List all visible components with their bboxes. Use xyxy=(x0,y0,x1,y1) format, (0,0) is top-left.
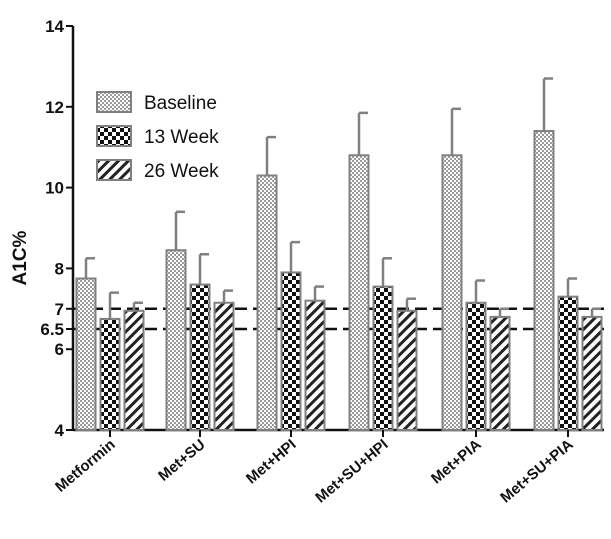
x-tick-label: Met+SU+HPI xyxy=(312,436,391,506)
y-tick-label: 14 xyxy=(45,17,64,36)
x-tick-label: Met+PIA xyxy=(428,436,485,487)
y-tick-label: 12 xyxy=(45,98,64,117)
bar-hatch xyxy=(123,309,145,432)
bar-dots xyxy=(441,154,463,431)
y-tick-label: 6 xyxy=(55,340,64,359)
bar-dots xyxy=(75,277,97,431)
x-tick-label: Met+SU xyxy=(155,436,208,485)
x-tick-label: Metformin xyxy=(52,436,118,496)
legend-label: 13 Week xyxy=(144,127,219,148)
y-tick-label: 4 xyxy=(55,421,65,440)
bar-checker xyxy=(465,301,487,431)
bar-dots xyxy=(533,130,555,431)
legend-swatch-hatch xyxy=(96,159,132,181)
bar-checker xyxy=(189,283,211,431)
y-tick-label: 8 xyxy=(55,259,64,278)
bar-checker xyxy=(280,271,302,431)
bar-checker xyxy=(99,317,121,431)
reference-lines xyxy=(73,307,604,331)
bar-hatch xyxy=(396,309,418,432)
axes: 4 66.57 8 10 12 14 xyxy=(40,17,604,440)
bar-hatch xyxy=(489,315,511,432)
legend-label: 26 Week xyxy=(144,161,219,182)
y-axis-title: A1C% xyxy=(10,230,31,285)
y-tick-label: 10 xyxy=(45,179,64,198)
x-tick-label: Met+SU+PIA xyxy=(497,436,576,506)
category-labels: Metformin Met+SU Met+HPI Met+SU+HPI Met+PIA M… xyxy=(52,430,577,506)
bar-checker xyxy=(557,295,579,431)
bar-dots xyxy=(165,249,187,431)
bar-dots xyxy=(256,174,278,431)
y-tick-label: 6.5 xyxy=(40,320,64,339)
y-tick-label: 7 xyxy=(55,300,64,319)
bar-hatch xyxy=(581,315,603,432)
legend-swatch-dots xyxy=(96,91,132,113)
bar-dots xyxy=(348,154,370,431)
legend-swatch-checker xyxy=(96,125,132,147)
x-tick-label: Met+HPI xyxy=(243,436,300,487)
bars xyxy=(75,77,603,432)
legend-label: Baseline xyxy=(144,93,217,114)
bar-checker xyxy=(372,285,394,431)
legend: Baseline 13 Week 26 Week xyxy=(96,91,219,182)
bar-hatch xyxy=(213,301,235,431)
bar-hatch xyxy=(304,299,326,431)
